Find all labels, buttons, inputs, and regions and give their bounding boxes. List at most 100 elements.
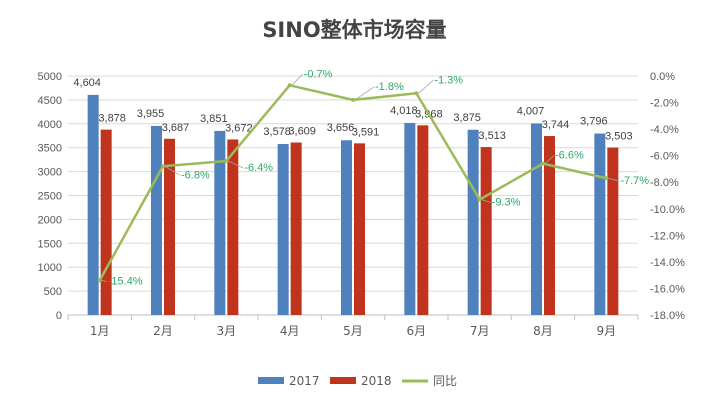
- yoy-point: [541, 161, 545, 166]
- yoy-data-label: -6.6%: [555, 150, 584, 162]
- y-left-tick-label: 4000: [38, 119, 62, 131]
- data-label-2018: 3,591: [352, 126, 380, 138]
- y-right-tick-label: -4.0%: [650, 124, 679, 136]
- y-left-tick-label: 500: [44, 286, 62, 298]
- y-left-tick-label: 1000: [38, 262, 62, 274]
- y-left-tick-label: 2000: [38, 214, 62, 226]
- yoy-point: [161, 164, 165, 169]
- data-label-2017: 3,578: [263, 126, 291, 138]
- y-right-tick-label: -10.0%: [650, 204, 685, 216]
- x-tick-label: 7月: [470, 324, 490, 338]
- legend-label-2018: 2018: [361, 374, 392, 388]
- bar-2018: [607, 147, 619, 315]
- callout-line: [164, 165, 181, 176]
- yoy-point: [351, 97, 355, 102]
- x-tick-label: 4月: [280, 324, 300, 338]
- yoy-point: [414, 91, 419, 96]
- y-right-tick-label: -18.0%: [650, 310, 685, 322]
- yoy-data-label: -6.4%: [244, 162, 273, 174]
- callout-line: [481, 199, 491, 203]
- y-left-tick-label: 2500: [38, 191, 62, 203]
- yoy-data-label: -1.8%: [375, 81, 404, 93]
- bar-2017: [87, 94, 99, 315]
- callout-line: [544, 155, 555, 164]
- data-label-2018: 3,672: [225, 122, 253, 134]
- yoy-point: [97, 278, 102, 283]
- bar-2018: [544, 136, 555, 315]
- y-right-tick-label: -6.0%: [650, 151, 679, 163]
- callout-line: [228, 160, 244, 169]
- callout-line: [418, 79, 434, 94]
- bar-2017: [404, 122, 416, 315]
- callout-line: [354, 86, 375, 101]
- data-label-2017: 4,604: [73, 77, 101, 89]
- data-label-2017: 3,656: [327, 122, 355, 134]
- bar-2017: [214, 130, 226, 315]
- x-tick-label: 1月: [90, 324, 110, 338]
- y-left-tick-label: 0: [56, 310, 62, 322]
- yoy-data-label: -15.4%: [108, 275, 143, 287]
- bar-2018: [290, 142, 302, 315]
- y-left-tick-label: 1500: [38, 238, 62, 250]
- y-right-tick-label: -8.0%: [650, 177, 679, 189]
- yoy-data-label: -6.8%: [181, 169, 210, 181]
- bar-2017: [531, 123, 542, 316]
- yoy-point: [477, 197, 482, 202]
- bar-2017: [594, 133, 606, 315]
- yoy-point: [287, 83, 292, 88]
- data-label-2017: 4,007: [517, 105, 545, 117]
- bar-2018: [227, 139, 239, 315]
- bar-2017: [151, 125, 162, 316]
- bar-2018: [164, 138, 175, 315]
- yoy-data-label: -1.3%: [434, 74, 463, 86]
- legend-label-2017: 2017: [289, 374, 320, 388]
- bar-2018: [354, 143, 365, 315]
- data-label-2018: 3,878: [98, 113, 126, 125]
- data-label-2018: 3,503: [605, 131, 633, 143]
- y-left-tick-label: 3000: [38, 167, 62, 179]
- data-label-2017: 3,851: [200, 113, 228, 125]
- data-label-2018: 3,609: [288, 125, 316, 137]
- data-label-2017: 3,796: [580, 116, 608, 128]
- y-left-tick-label: 5000: [38, 71, 62, 83]
- x-tick-label: 2月: [153, 324, 173, 338]
- x-tick-label: 5月: [343, 324, 363, 338]
- data-label-2017: 3,955: [137, 108, 165, 120]
- yoy-data-label: -0.7%: [304, 68, 333, 80]
- yoy-point: [604, 176, 609, 181]
- y-right-tick-label: -16.0%: [650, 283, 685, 295]
- callout-line: [608, 177, 620, 182]
- data-label-2017: 4,018: [390, 105, 418, 117]
- legend-swatch-2018: [330, 377, 356, 384]
- callout-line: [291, 74, 303, 86]
- data-label-2017: 3,875: [453, 112, 481, 124]
- legend-swatch-2017: [258, 377, 284, 384]
- bar-2018: [417, 125, 429, 316]
- yoy-data-label: -9.3%: [492, 196, 521, 208]
- bar-2018: [480, 147, 492, 315]
- chart-title: SINO整体市场容量: [262, 18, 447, 42]
- bar-2017: [341, 140, 352, 315]
- yoy-point: [224, 158, 229, 163]
- yoy-data-label: -7.7%: [620, 175, 649, 187]
- y-left-tick-label: 3500: [38, 143, 62, 155]
- legend-label-yoy: 同比: [433, 374, 457, 388]
- bar-2017: [277, 143, 289, 315]
- data-label-2018: 3,744: [542, 119, 570, 131]
- x-tick-label: 8月: [533, 324, 553, 338]
- y-right-tick-label: 0.0%: [650, 71, 675, 83]
- data-label-2018: 3,687: [162, 122, 190, 134]
- y-left-tick-label: 4500: [38, 95, 62, 107]
- x-tick-label: 6月: [407, 324, 427, 338]
- x-tick-label: 9月: [597, 324, 617, 338]
- y-right-tick-label: -14.0%: [650, 257, 685, 269]
- y-right-tick-label: -12.0%: [650, 230, 685, 242]
- data-label-2018: 3,513: [478, 130, 506, 142]
- callout-line: [101, 280, 107, 282]
- bar-2018: [100, 129, 112, 315]
- x-tick-label: 3月: [217, 324, 237, 338]
- bar-2017: [467, 129, 479, 315]
- y-right-tick-label: -2.0%: [650, 98, 679, 110]
